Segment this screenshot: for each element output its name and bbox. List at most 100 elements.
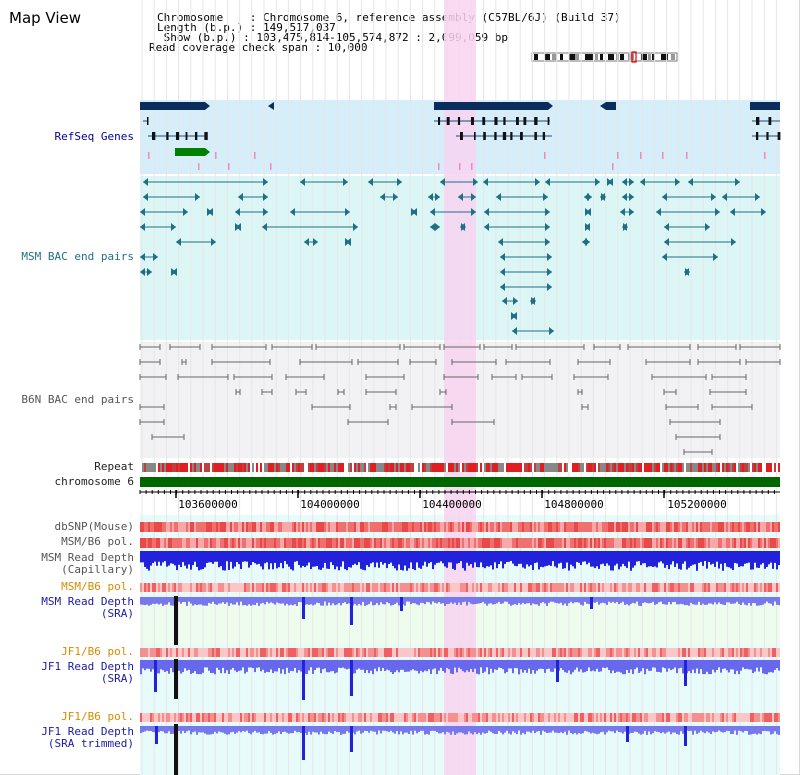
polymorphism-strip — [610, 583, 612, 592]
track-label-msm-b6-pol[interactable]: MSM/B6 pol. — [61, 535, 134, 548]
read-depth-bar — [732, 551, 734, 571]
read-depth-bar — [264, 551, 266, 564]
polymorphism-strip — [288, 583, 290, 592]
polymorphism-strip — [144, 648, 146, 657]
track-label-jf1-read-depth-trimmed[interactable]: JF1 Read Depth — [41, 725, 134, 738]
track-label-jf1-read-depth-sra-sub: (SRA) — [100, 672, 134, 685]
polymorphism-strip — [698, 648, 700, 657]
polymorphism-strip — [596, 583, 598, 592]
read-depth-bar — [220, 597, 222, 604]
polymorphism-strip — [582, 583, 584, 592]
polymorphism-strip — [512, 522, 514, 532]
polymorphism-strip — [418, 713, 420, 722]
polymorphism-strip — [260, 538, 262, 548]
read-depth-bar — [392, 597, 394, 605]
polymorphism-strip — [492, 522, 494, 532]
polymorphism-strip — [180, 522, 182, 532]
track-label-repeat[interactable]: Repeat — [94, 460, 134, 473]
polymorphism-strip — [568, 522, 570, 532]
read-depth-bar — [276, 726, 278, 734]
polymorphism-strip — [466, 538, 468, 548]
read-depth-bar — [352, 551, 354, 565]
polymorphism-strip — [336, 538, 338, 548]
track-label-msm-b6-pol-2[interactable]: MSM/B6 pol. — [61, 580, 134, 593]
polymorphism-strip — [240, 522, 242, 532]
track-label-refseq[interactable]: RefSeq Genes — [54, 130, 134, 143]
read-depth-bar — [204, 597, 206, 606]
polymorphism-strip — [678, 713, 680, 722]
read-depth-bar — [726, 660, 728, 671]
polymorphism-strip — [190, 713, 192, 722]
track-label-b6n-bac[interactable]: B6N BAC end pairs — [21, 393, 134, 406]
polymorphism-strip — [472, 583, 474, 592]
read-depth-bar — [652, 660, 654, 668]
polymorphism-strip — [756, 713, 758, 722]
polymorphism-strip — [220, 522, 222, 532]
repeat-segment — [672, 463, 674, 472]
read-depth-bar — [286, 551, 288, 565]
refseq-marker — [612, 163, 614, 170]
repeat-segment — [724, 463, 726, 472]
repeat-segment — [550, 463, 552, 472]
polymorphism-strip — [298, 648, 300, 657]
polymorphism-strip — [720, 648, 722, 657]
read-depth-bar — [396, 597, 398, 603]
polymorphism-strip — [222, 713, 224, 722]
polymorphism-strip — [170, 583, 172, 592]
polymorphism-strip — [760, 583, 762, 592]
repeat-segment — [686, 463, 688, 472]
polymorphism-strip — [232, 713, 234, 722]
repeat-segment — [492, 463, 494, 472]
polymorphism-strip — [634, 648, 636, 657]
track-label-dbsnp[interactable]: dbSNP(Mouse) — [54, 520, 134, 533]
repeat-segment — [398, 463, 400, 472]
polymorphism-strip — [208, 538, 210, 548]
track-label-jf1-read-depth-sra[interactable]: JF1 Read Depth — [41, 660, 134, 673]
polymorphism-strip — [722, 713, 724, 722]
track-label-msm-read-depth-sra[interactable]: MSM Read Depth — [41, 595, 134, 608]
read-depth-bar — [142, 597, 144, 605]
read-depth-bar — [638, 726, 640, 734]
read-depth-bar — [756, 597, 758, 606]
read-depth-bar — [548, 597, 550, 603]
read-depth-bar — [234, 597, 236, 605]
polymorphism-strip — [758, 713, 760, 722]
read-depth-bar — [330, 726, 332, 733]
read-depth-bar — [506, 726, 508, 731]
polymorphism-strip — [770, 583, 772, 592]
track-label-jf1-b6-pol[interactable]: JF1/B6 pol. — [61, 645, 134, 658]
read-depth-bar — [686, 551, 688, 570]
polymorphism-strip — [686, 538, 688, 548]
polymorphism-strip — [258, 522, 260, 532]
read-depth-bar — [626, 551, 628, 568]
read-depth-bar — [216, 551, 218, 562]
read-depth-bar — [524, 551, 526, 569]
read-depth-bar — [262, 660, 264, 670]
read-depth-bar — [346, 551, 348, 571]
polymorphism-strip — [382, 648, 384, 657]
track-label-msm-read-depth-capillary[interactable]: MSM Read Depth — [41, 551, 134, 564]
read-depth-bar — [468, 660, 470, 672]
read-depth-bar — [172, 551, 174, 564]
read-depth-bar — [468, 551, 470, 566]
read-depth-bar — [274, 726, 276, 734]
msm-bac-end — [313, 238, 318, 246]
repeat-segment — [222, 463, 224, 472]
polymorphism-strip — [176, 713, 178, 722]
read-depth-bar — [206, 660, 208, 668]
read-depth-bar — [680, 551, 682, 570]
read-depth-bar — [582, 660, 584, 673]
polymorphism-strip — [366, 522, 368, 532]
read-depth-bar — [594, 597, 596, 603]
track-label-jf1-b6-pol-2[interactable]: JF1/B6 pol. — [61, 710, 134, 723]
track-label-msm-bac[interactable]: MSM BAC end pairs — [21, 250, 134, 263]
polymorphism-strip — [288, 522, 290, 532]
polymorphism-strip — [494, 583, 496, 592]
polymorphism-strip — [390, 648, 392, 657]
polymorphism-strip — [350, 648, 352, 657]
polymorphism-strip — [234, 713, 236, 722]
polymorphism-strip — [702, 648, 704, 657]
read-depth-bar — [288, 726, 290, 734]
polymorphism-strip — [636, 583, 638, 592]
